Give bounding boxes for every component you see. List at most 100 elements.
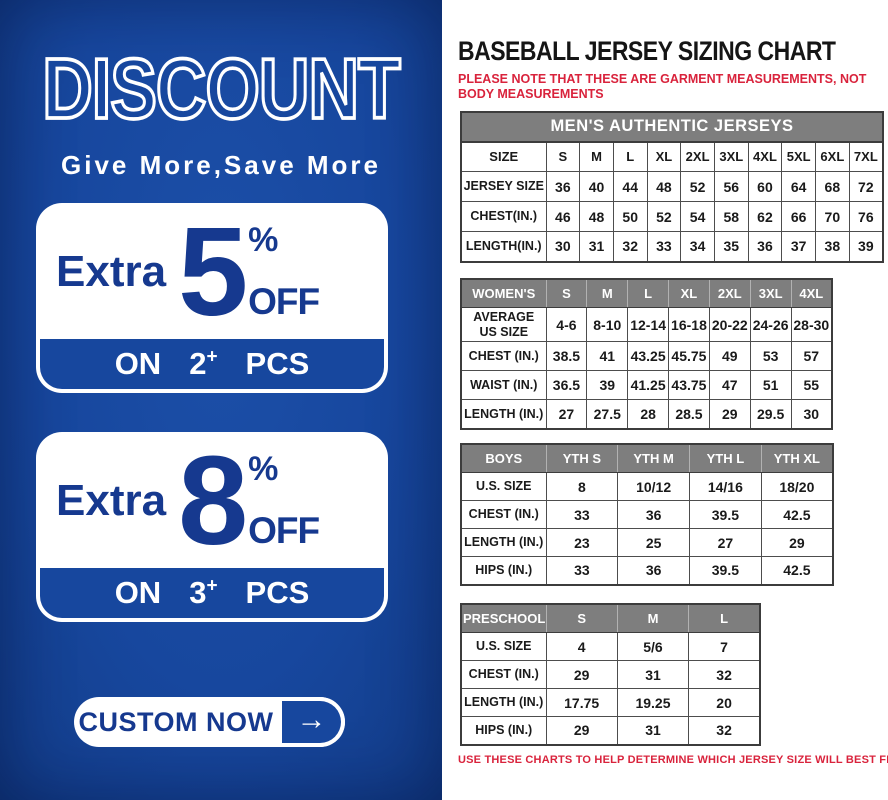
discount-panel: DISCOUNT Give More,Save More Extra 5 % O… bbox=[0, 0, 442, 800]
data-cell: 48 bbox=[579, 201, 614, 232]
row-label-cell: HIPS (IN.) bbox=[460, 556, 547, 585]
data-cell: 62 bbox=[747, 201, 783, 232]
offer-top: Extra 8 % OFF bbox=[36, 432, 388, 569]
sizing-table-mens: MEN'S AUTHENTIC JERSEYS SIZE S M L XL 2XL 3XL 4X… bbox=[460, 110, 884, 263]
fit-advice-note: USE THESE CHARTS TO HELP DETERMINE WHICH… bbox=[458, 753, 888, 766]
data-cell: 42.5 bbox=[760, 556, 834, 585]
data-cell: 19.25 bbox=[616, 688, 690, 717]
header-cell: L bbox=[688, 602, 762, 633]
header-cell: M bbox=[579, 141, 614, 172]
header-cell: YTH S bbox=[545, 442, 619, 473]
data-cell: 39 bbox=[848, 231, 884, 262]
header-cell: L bbox=[627, 277, 670, 308]
offer-top: Extra 5 % OFF bbox=[36, 203, 388, 340]
data-cell: 18/20 bbox=[760, 472, 834, 501]
data-cell: 29.5 bbox=[749, 399, 792, 429]
data-cell: 29 bbox=[708, 399, 751, 429]
data-cell: 16-18 bbox=[668, 307, 710, 342]
plus-sign: + bbox=[206, 346, 218, 368]
data-cell: 64 bbox=[781, 171, 816, 202]
data-cell: 46 bbox=[545, 201, 581, 232]
on-label: ON bbox=[114, 575, 162, 610]
row-label-cell: LENGTH (IN.) bbox=[460, 399, 547, 429]
data-cell: 4-6 bbox=[545, 307, 588, 342]
header-cell: 5XL bbox=[781, 141, 816, 172]
data-cell: 42.5 bbox=[760, 500, 834, 529]
data-cell: 23 bbox=[545, 528, 619, 557]
row-label-cell: JERSEY SIZE bbox=[460, 171, 547, 202]
sizing-chart-title: BASEBALL JERSEY SIZING CHART bbox=[458, 36, 836, 66]
arrow-box[interactable]: → bbox=[278, 697, 345, 747]
data-cell: 70 bbox=[815, 201, 850, 232]
header-cell: 4XL bbox=[747, 141, 783, 172]
table-banner: MEN'S AUTHENTIC JERSEYS bbox=[460, 110, 884, 143]
data-cell: 29 bbox=[760, 528, 834, 557]
plus-sign: + bbox=[206, 575, 218, 597]
data-cell: 51 bbox=[749, 370, 792, 400]
data-cell: 35 bbox=[713, 231, 749, 262]
data-cell: 17.75 bbox=[545, 688, 618, 717]
data-cell: 10/12 bbox=[617, 472, 690, 501]
row-label-cell: WAIST (IN.) bbox=[460, 370, 547, 400]
header-cell: 3XL bbox=[713, 141, 749, 172]
offer-extra-label: Extra bbox=[56, 475, 167, 525]
on-label: ON bbox=[114, 346, 162, 381]
header-cell: M bbox=[586, 277, 629, 308]
data-cell: 52 bbox=[646, 201, 682, 232]
header-cell: YTH M bbox=[617, 442, 690, 473]
offer-card-8-percent: Extra 8 % OFF ON 3+ PCS bbox=[36, 432, 388, 622]
data-cell: 32 bbox=[688, 660, 761, 689]
data-cell: 68 bbox=[815, 171, 850, 202]
data-cell: 60 bbox=[747, 171, 783, 202]
garment-measurement-note: PLEASE NOTE THAT THESE ARE GARMENT MEASU… bbox=[458, 72, 867, 101]
data-cell: 39.5 bbox=[689, 500, 762, 529]
data-cell: 36.5 bbox=[545, 370, 588, 400]
header-cell: WOMEN'S bbox=[460, 277, 547, 308]
row-label-cell: CHEST(IN.) bbox=[460, 201, 547, 232]
data-cell: 36 bbox=[545, 171, 581, 202]
header-cell: XL bbox=[668, 277, 710, 308]
data-cell: 33 bbox=[545, 556, 619, 585]
offer-condition-bar: ON 2+ PCS bbox=[40, 339, 384, 389]
data-cell: 31 bbox=[616, 660, 690, 689]
data-cell: 66 bbox=[781, 201, 816, 232]
header-cell: XL bbox=[646, 141, 682, 172]
data-cell: 55 bbox=[790, 370, 833, 400]
data-cell: 25 bbox=[617, 528, 690, 557]
custom-now-button[interactable]: CUSTOM NOW → bbox=[74, 697, 345, 747]
header-cell: L bbox=[612, 141, 648, 172]
quantity-label: 2+ bbox=[189, 346, 217, 382]
sizing-table-womens: WOMEN'S S M L XL 2XL 3XL 4XL AVERAGE US SIZE 4-6 8… bbox=[460, 277, 833, 430]
arrow-right-icon: → bbox=[296, 703, 327, 736]
data-cell: 43.75 bbox=[668, 370, 710, 400]
data-cell: 44 bbox=[612, 171, 648, 202]
data-cell: 36 bbox=[617, 556, 690, 585]
data-cell: 76 bbox=[848, 201, 884, 232]
quantity-label: 3+ bbox=[189, 575, 217, 611]
data-cell: 32 bbox=[688, 716, 761, 745]
data-cell: 58 bbox=[713, 201, 749, 232]
data-cell: 57 bbox=[790, 341, 833, 371]
data-cell: 24-26 bbox=[749, 307, 792, 342]
pcs-label: PCS bbox=[245, 346, 310, 381]
sizing-table-preschool: PRESCHOOL S M L U.S. SIZE 4 5/6 7 CHEST (IN.) 29 3… bbox=[460, 602, 762, 746]
header-cell: S bbox=[545, 277, 588, 308]
row-label-cell: CHEST (IN.) bbox=[460, 500, 547, 529]
data-cell: 8-10 bbox=[586, 307, 629, 342]
data-cell: 4 bbox=[545, 632, 618, 661]
header-cell: BOYS bbox=[460, 442, 547, 473]
data-cell: 32 bbox=[612, 231, 648, 262]
header-cell: 2XL bbox=[680, 141, 715, 172]
data-cell: 27 bbox=[545, 399, 588, 429]
data-cell: 56 bbox=[713, 171, 749, 202]
header-cell: S bbox=[545, 141, 581, 172]
data-cell: 28-30 bbox=[790, 307, 833, 342]
quantity-value: 3 bbox=[189, 575, 207, 610]
data-cell: 31 bbox=[579, 231, 614, 262]
data-cell: 29 bbox=[545, 660, 618, 689]
row-label-cell: LENGTH (IN.) bbox=[460, 528, 547, 557]
percent-sign: % bbox=[248, 449, 279, 488]
data-cell: 45.75 bbox=[668, 341, 710, 371]
data-cell: 41 bbox=[586, 341, 629, 371]
data-cell: 41.25 bbox=[627, 370, 670, 400]
